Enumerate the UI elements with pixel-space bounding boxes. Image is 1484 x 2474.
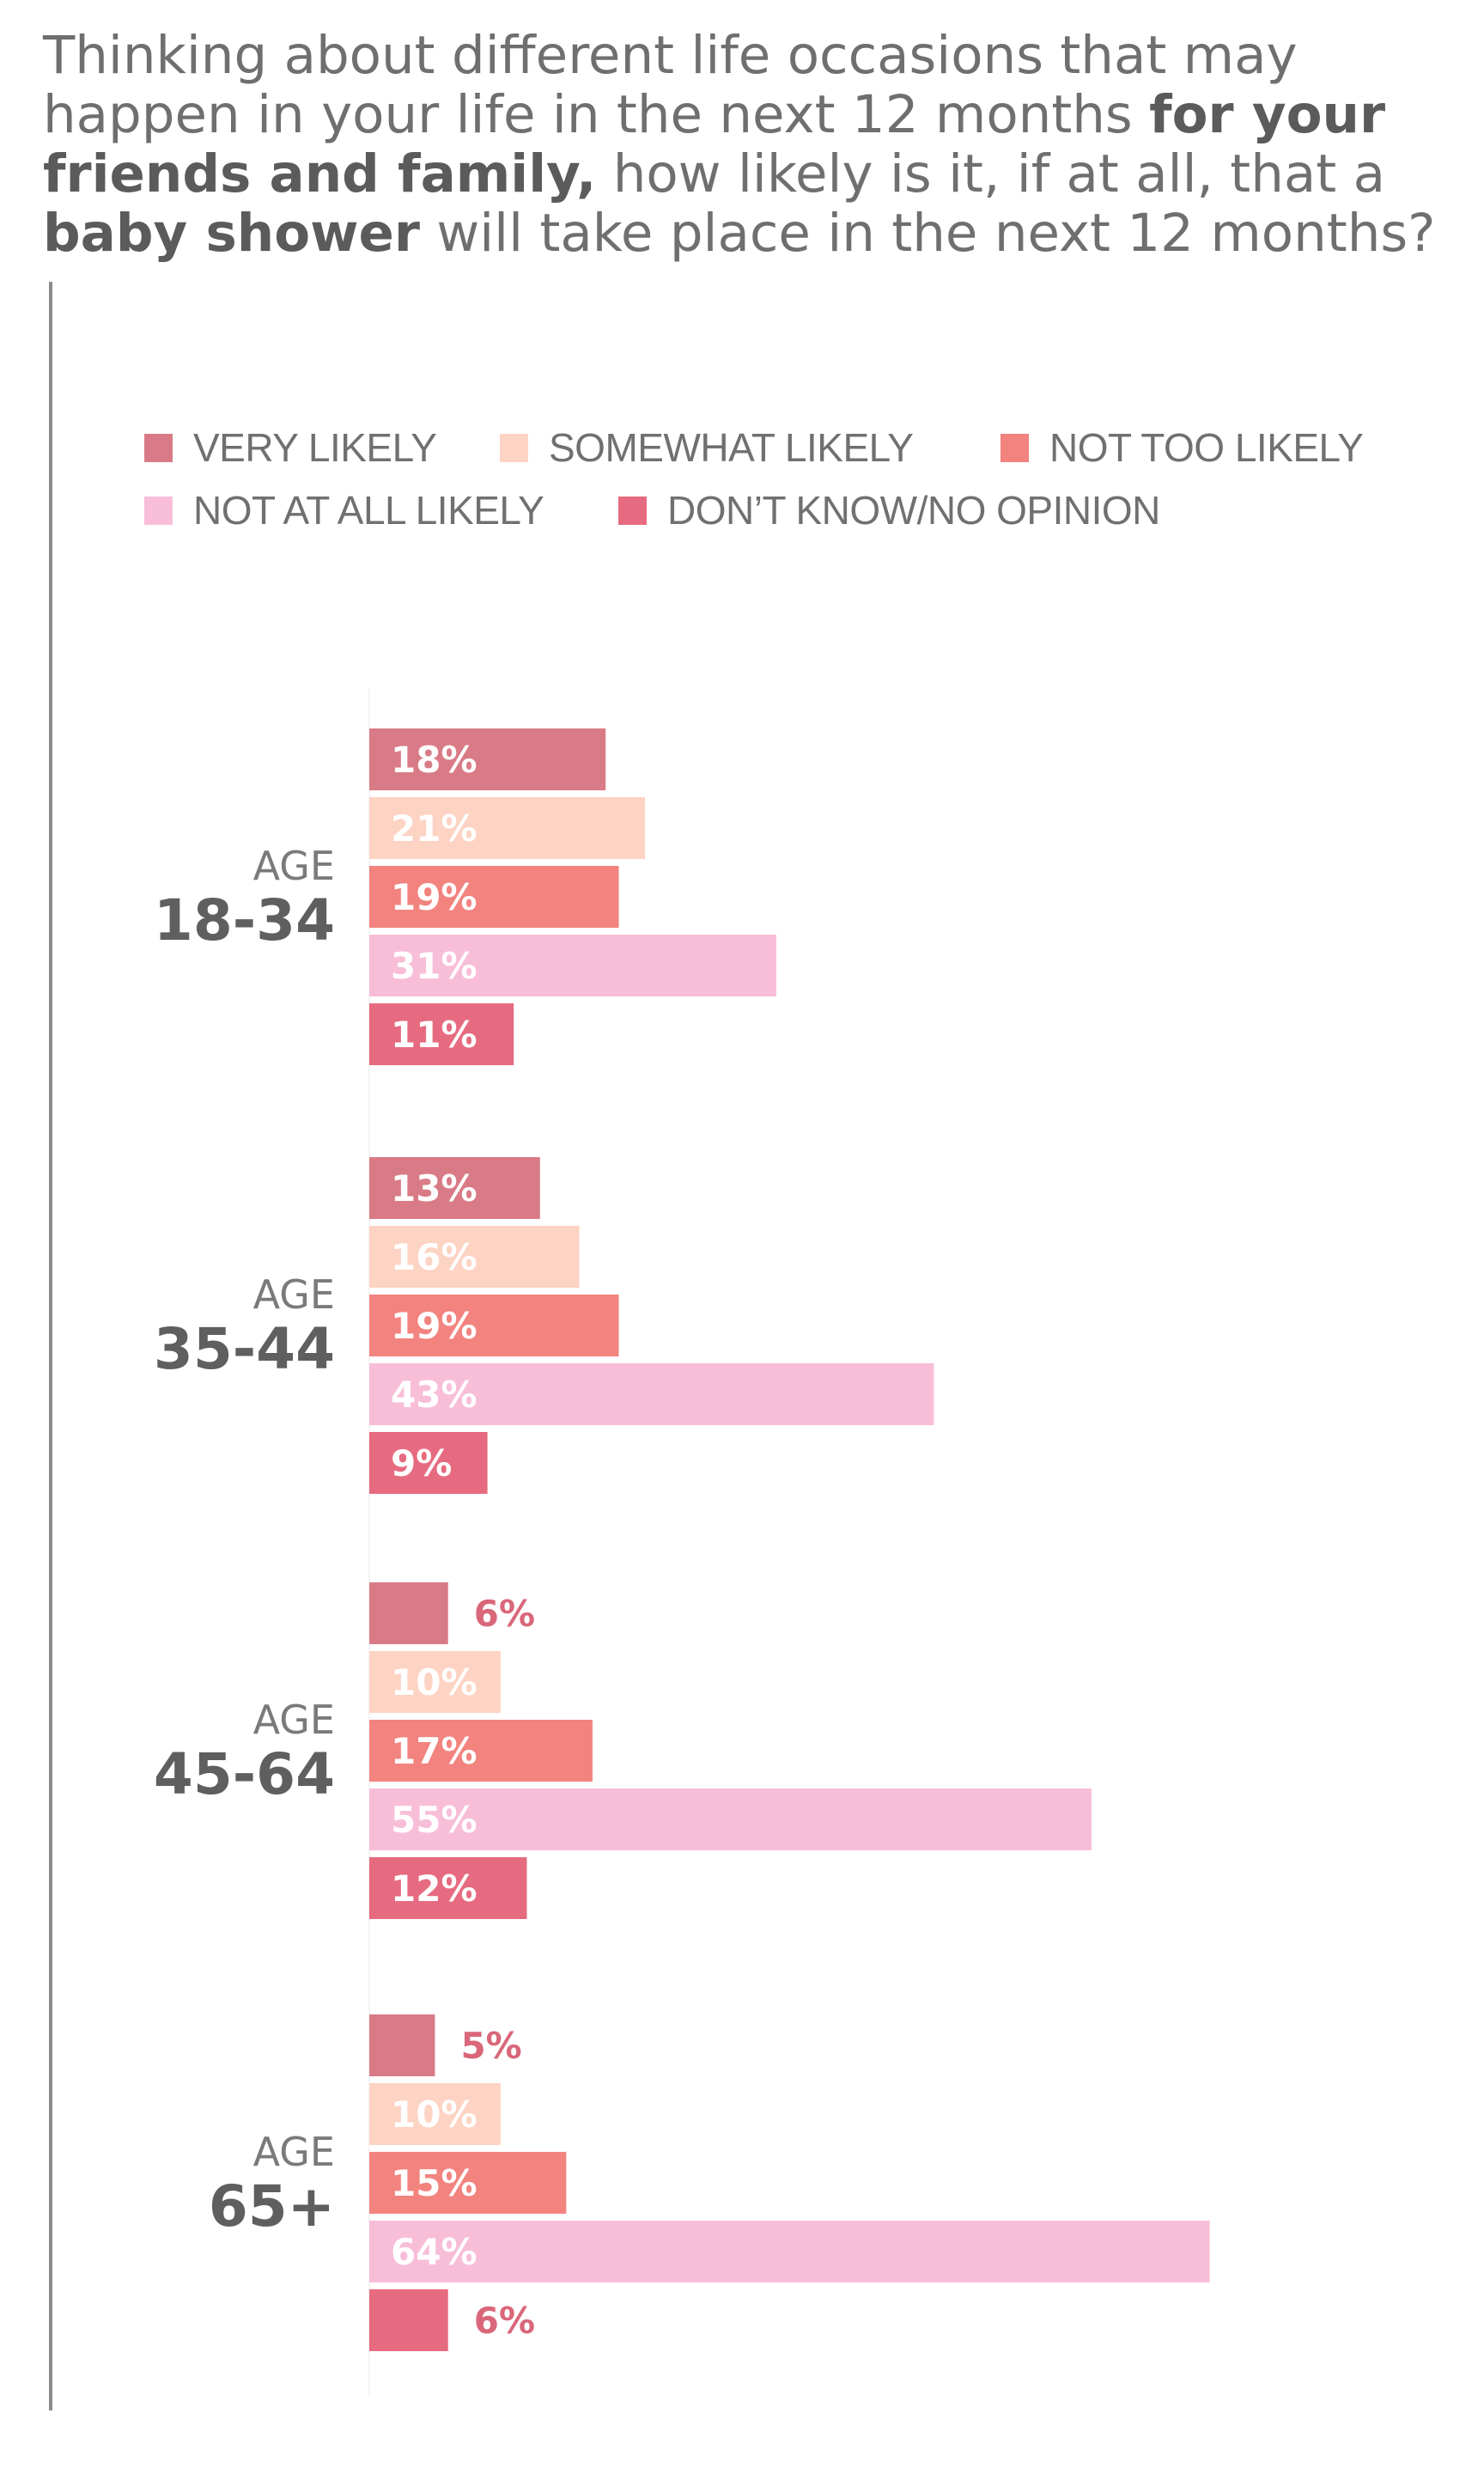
title-part-3: will take place in the next 12 months? <box>419 203 1436 264</box>
legend-swatch <box>500 433 528 462</box>
group-label-45-64: 45-64 <box>154 1741 335 1807</box>
title-part-2: how likely is it, if at all, that a <box>596 143 1385 204</box>
data-label: 11% <box>391 1014 477 1056</box>
legend-label: SOMEWHAT LIKELY <box>549 425 914 470</box>
data-label: 13% <box>391 1167 477 1210</box>
group-label-35-44: 35-44 <box>154 1316 335 1382</box>
legend-swatch <box>1000 433 1029 462</box>
bar-35-44-very-likely <box>369 1157 540 1219</box>
legend-item-somewhat-likely: SOMEWHAT LIKELY <box>500 425 914 470</box>
bar-35-44-somewhat-likely <box>369 1226 580 1288</box>
data-label: 9% <box>391 1442 452 1484</box>
data-label: 10% <box>391 1661 477 1703</box>
data-label: 18% <box>391 739 477 781</box>
group-prefix-label: AGE <box>253 843 335 889</box>
bar-18-34-very-likely <box>369 728 606 790</box>
legend-swatch <box>144 433 173 462</box>
data-label: 6% <box>474 1593 535 1635</box>
legend-item-very-likely: VERY LIKELY <box>144 425 437 470</box>
group-label-65: 65+ <box>209 2173 335 2239</box>
bar-35-44-not-too-likely <box>369 1295 619 1356</box>
bar-65-very-likely <box>369 2014 435 2076</box>
bar-45-64-very-likely <box>369 1582 448 1644</box>
data-label: 15% <box>391 2162 477 2204</box>
chart-legend: VERY LIKELY SOMEWHAT LIKELY NOT TOO LIKE… <box>0 0 1484 601</box>
group-prefix-label: AGE <box>253 2129 335 2175</box>
group-prefix-label: AGE <box>253 1697 335 1743</box>
bar-45-64-somewhat-likely <box>369 1651 501 1713</box>
data-label: 21% <box>391 807 477 850</box>
title-bold-2: baby shower <box>43 203 420 264</box>
legend-label: NOT AT ALL LIKELY <box>193 488 544 533</box>
data-label: 19% <box>391 1305 477 1347</box>
data-label: 19% <box>391 876 477 918</box>
group-label-18-34: 18-34 <box>154 887 335 954</box>
legend-item-not-at-all-likely: NOT AT ALL LIKELY <box>144 488 544 533</box>
bar-18-34-not-too-likely <box>369 866 619 928</box>
legend-item-not-too-likely: NOT TOO LIKELY <box>1000 425 1364 470</box>
legend-label: NOT TOO LIKELY <box>1049 425 1364 470</box>
bar-45-64-don-t-know-no-opinion <box>369 1857 527 1919</box>
data-label: 64% <box>391 2231 477 2273</box>
legend-label: VERY LIKELY <box>193 425 437 470</box>
bar-45-64-not-too-likely <box>369 1720 593 1782</box>
title-part-1: Thinking about different life occasions … <box>43 25 1298 145</box>
data-label: 5% <box>460 2025 521 2067</box>
legend-item-dont-know: DON’T KNOW/NO OPINION <box>618 488 1160 533</box>
data-label: 17% <box>391 1730 477 1772</box>
legend-swatch <box>618 496 647 525</box>
bar-35-44-not-at-all-likely <box>369 1363 934 1425</box>
bar-18-34-don-t-know-no-opinion <box>369 1003 514 1065</box>
data-label: 31% <box>391 945 477 987</box>
title-bold-1: for your friends and family, <box>43 84 1386 204</box>
data-label: 10% <box>391 2093 477 2136</box>
bar-65-don-t-know-no-opinion <box>369 2289 448 2351</box>
legend-label: DON’T KNOW/NO OPINION <box>667 488 1160 533</box>
data-label: 55% <box>391 1799 477 1841</box>
chart-title: Thinking about different life occasions … <box>43 26 1469 263</box>
bar-18-34-somewhat-likely <box>369 797 646 859</box>
bar-65-somewhat-likely <box>369 2083 501 2145</box>
bar-18-34-not-at-all-likely <box>369 935 776 996</box>
bar-65-not-too-likely <box>369 2152 567 2214</box>
data-label: 16% <box>391 1236 477 1278</box>
left-divider <box>49 282 52 2410</box>
data-label: 12% <box>391 1868 477 1910</box>
data-label: 6% <box>474 2300 535 2342</box>
bar-65-not-at-all-likely <box>369 2221 1210 2282</box>
group-prefix-label: AGE <box>253 1271 335 1318</box>
bar-35-44-don-t-know-no-opinion <box>369 1432 488 1494</box>
legend-swatch <box>144 496 173 525</box>
bar-45-64-not-at-all-likely <box>369 1788 1092 1850</box>
data-label: 43% <box>391 1374 477 1416</box>
